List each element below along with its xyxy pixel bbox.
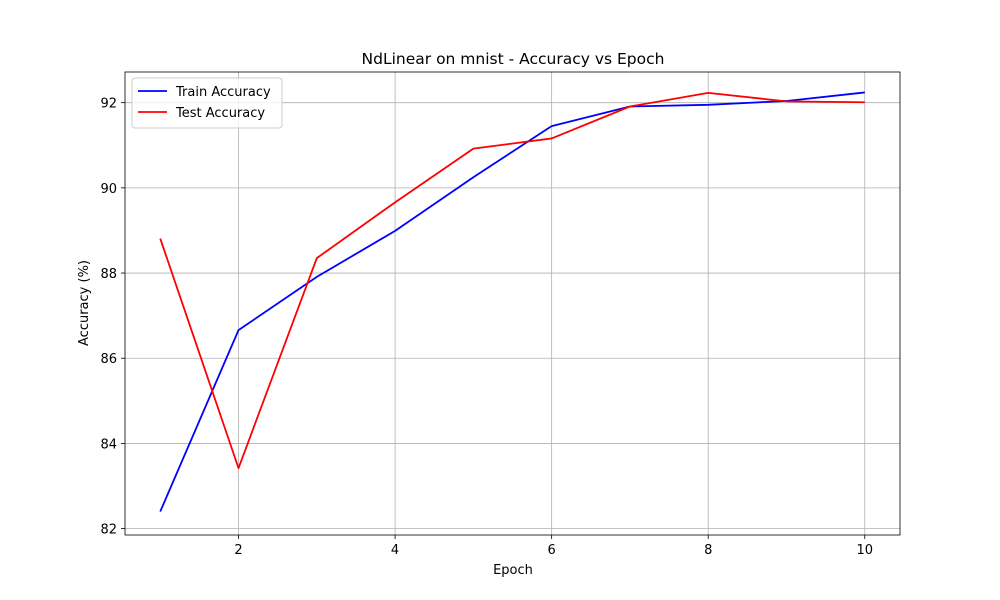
y-axis-label: Accuracy (%) (77, 260, 92, 346)
legend: Train Accuracy Test Accuracy (131, 77, 283, 129)
y-tick-label: 82 (100, 523, 117, 538)
x-axis-label: Epoch (493, 563, 533, 578)
y-tick-label: 92 (100, 97, 117, 112)
y-tick-label: 84 (100, 437, 117, 452)
x-tick-label: 8 (704, 543, 712, 558)
grid (125, 72, 900, 535)
x-tick-label: 6 (548, 543, 556, 558)
series-line-train-accuracy (159, 91, 865, 512)
chart-title: NdLinear on mnist - Accuracy vs Epoch (362, 50, 665, 68)
plot-frame (124, 71, 901, 536)
y-tick-label: 86 (100, 352, 117, 367)
x-tick-label: 2 (234, 543, 242, 558)
axes: 2 4 6 8 10 82 84 86 88 90 92 (100, 71, 901, 558)
legend-label-train-accuracy: Train Accuracy (175, 85, 271, 100)
x-tick-label: 4 (391, 543, 399, 558)
series-line-test-accuracy (159, 91, 865, 470)
y-tick-label: 88 (100, 267, 117, 282)
legend-box (131, 77, 283, 129)
y-tick-label: 90 (100, 182, 117, 197)
legend-label-test-accuracy: Test Accuracy (175, 106, 265, 121)
series-lines (159, 91, 865, 512)
x-tick-label: 10 (856, 543, 873, 558)
